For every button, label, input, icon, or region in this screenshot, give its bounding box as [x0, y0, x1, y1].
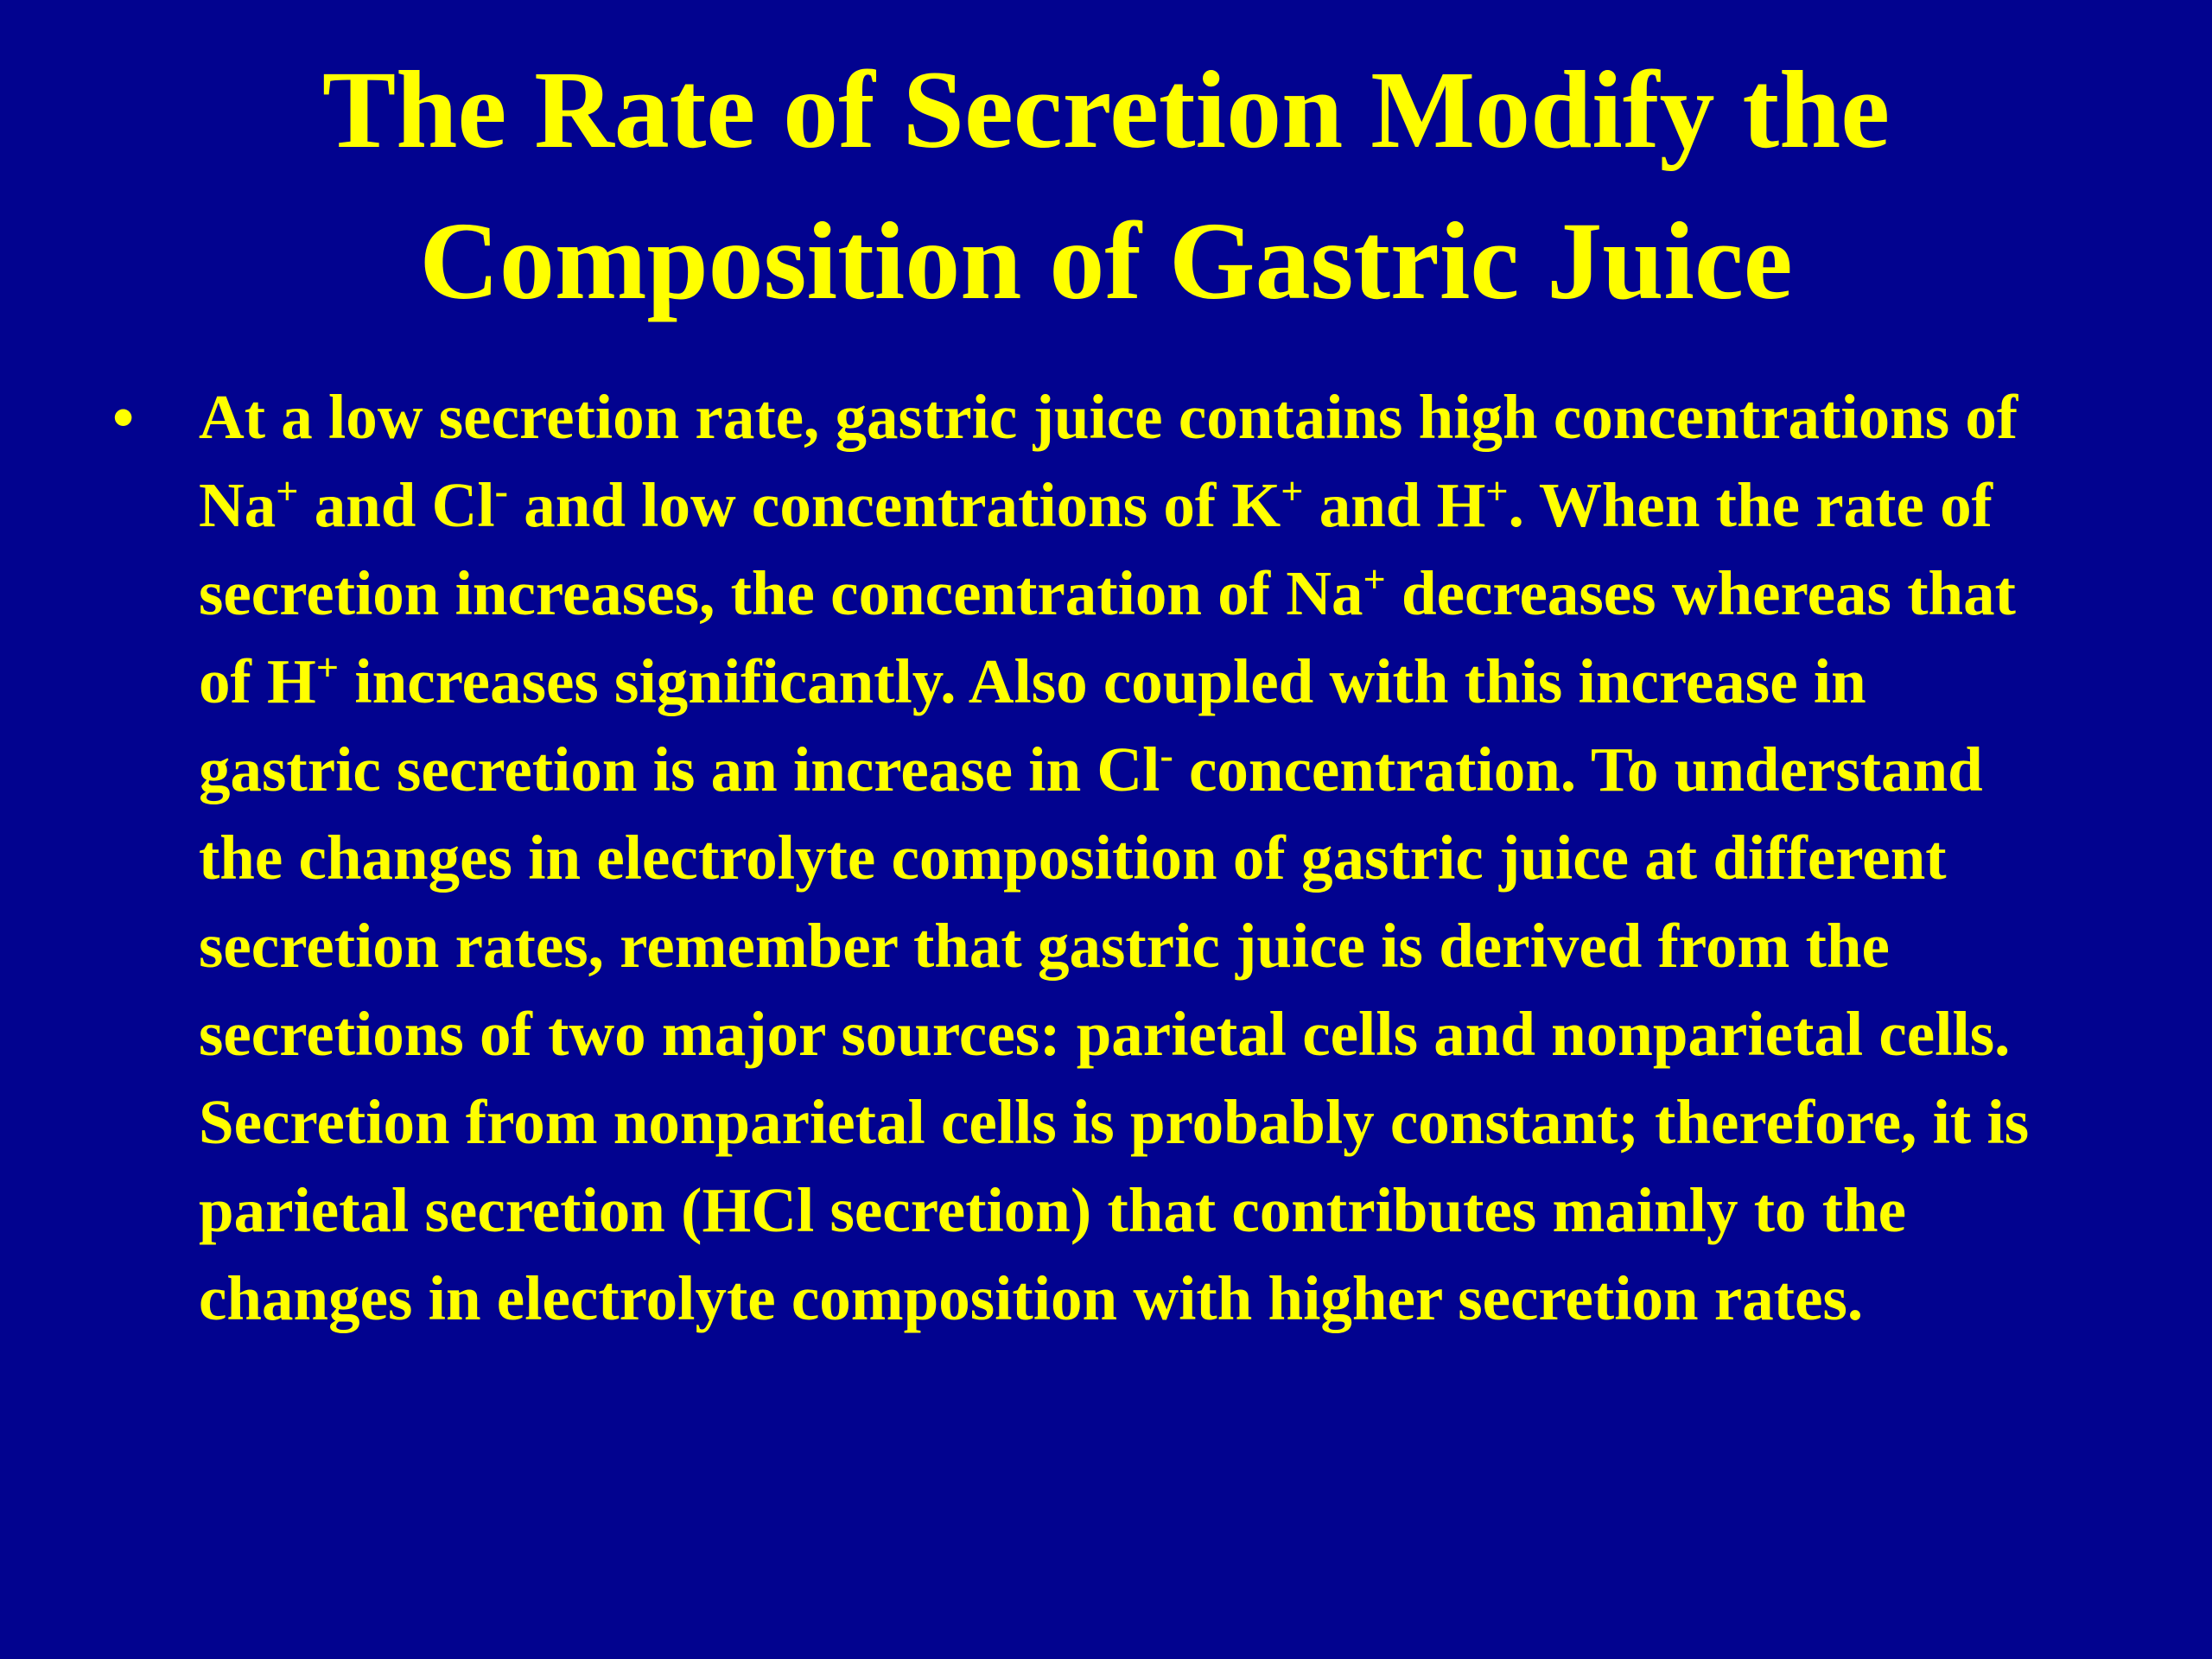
superscript: - [494, 468, 508, 513]
text-run: and low concentrations of K [507, 470, 1281, 540]
text-run: . When the rate of secretion increases, … [199, 470, 1993, 628]
bullet-marker: • [112, 383, 135, 452]
superscript: + [315, 645, 340, 690]
superscript: + [1281, 468, 1304, 513]
text-run: and H [1303, 470, 1486, 540]
title-line: The Rate of Secretion Modify the [321, 48, 1891, 171]
superscript: + [1485, 468, 1509, 513]
superscript: + [276, 468, 299, 513]
text-run: At a low secretion rate, gastric juice c… [199, 382, 2018, 540]
superscript: + [1363, 556, 1386, 601]
text-run: concentration. To understand the changes… [199, 734, 2030, 1333]
title-line: Composition of Gastric Juice [419, 200, 1793, 322]
text-run: increases significantly. Also coupled wi… [199, 646, 1866, 804]
slide-title: The Rate of Secretion Modify the Composi… [0, 35, 2212, 337]
superscript: - [1160, 733, 1173, 778]
text-run: decreases whereas that of H [199, 558, 2016, 716]
text-run: and Cl [298, 470, 495, 540]
bullet-text: At a low secretion rate, gastric juice c… [199, 373, 2031, 1343]
